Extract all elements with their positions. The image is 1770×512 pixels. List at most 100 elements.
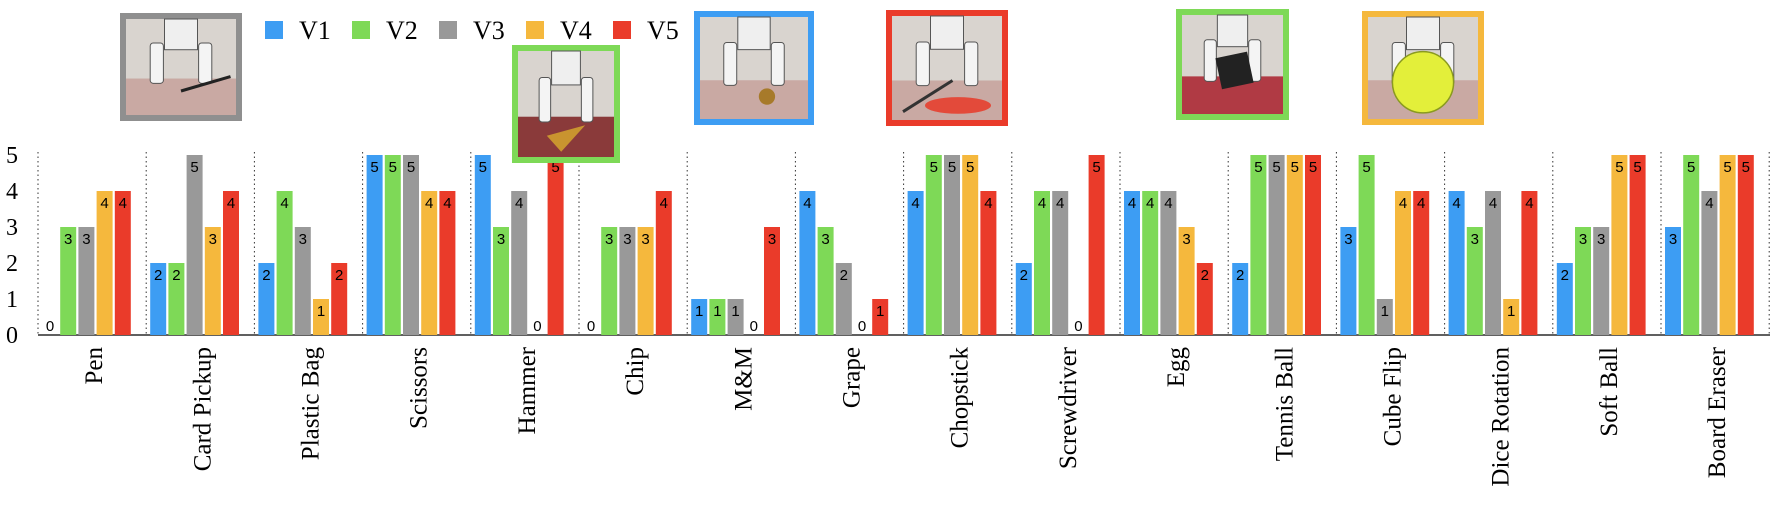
value-label-chip-v4: 3 — [641, 231, 649, 248]
value-label-chip-v1: 0 — [587, 318, 595, 335]
value-label-egg-v3: 4 — [1164, 195, 1172, 212]
value-label-tennis-ball-v1: 2 — [1236, 267, 1244, 284]
value-label-plastic-bag-v4: 1 — [317, 303, 325, 320]
bar-scissors-v1 — [366, 155, 383, 335]
bar-card-pickup-v2 — [168, 263, 185, 335]
category-labels: Pen Card Pickup Plastic Bag Scissors Hammer C… — [81, 346, 1731, 486]
bar-screwdriver-v5 — [1088, 155, 1105, 335]
bar-tennis-ball-v5 — [1305, 155, 1321, 335]
category-label-board-eraser: Board Eraser — [1704, 346, 1731, 478]
bar-cube-flip-v4 — [1395, 191, 1411, 335]
bar-egg-v5 — [1196, 263, 1213, 335]
bar-tennis-ball-v1 — [1232, 263, 1249, 335]
bars — [60, 155, 1754, 335]
value-label-board-eraser-v5: 5 — [1742, 159, 1750, 176]
bar-chip-v2 — [601, 227, 618, 335]
value-label-screwdriver-v4: 0 — [1074, 318, 1082, 335]
photo-insets — [120, 9, 1484, 163]
bar-egg-v2 — [1142, 191, 1159, 335]
value-label-pen-v3: 3 — [82, 231, 90, 248]
value-label-scissors-v2: 5 — [389, 159, 397, 176]
bar-card-pickup-v4 — [204, 227, 221, 335]
y-tick-label: 0 — [6, 323, 18, 349]
legend: V1 V2 V3 V4 V5 — [265, 16, 679, 45]
value-label-chip-v3: 3 — [623, 231, 631, 248]
value-label-card-pickup-v3: 5 — [190, 159, 198, 176]
bar-egg-v1 — [1124, 191, 1140, 335]
value-label-screwdriver-v3: 4 — [1056, 195, 1064, 212]
value-label-plastic-bag-v2: 4 — [280, 195, 288, 212]
legend-label-v4: V4 — [560, 16, 592, 45]
bar-egg-v3 — [1160, 191, 1177, 335]
bar-egg-v4 — [1178, 227, 1195, 335]
category-label-soft-ball: Soft Ball — [1596, 347, 1623, 437]
bar-chopstick-v4 — [962, 155, 979, 335]
bar-plastic-bag-v4 — [313, 299, 329, 335]
bar-chopstick-v5 — [980, 191, 997, 335]
bar-pen-v3 — [78, 227, 95, 335]
value-label-scissors-v5: 4 — [443, 195, 451, 212]
category-label-grape: Grape — [839, 347, 866, 408]
bar-mandm-v2 — [709, 299, 726, 335]
value-label-hammer-v2: 3 — [497, 231, 505, 248]
value-label-chip-v5: 4 — [660, 195, 668, 212]
bar-plastic-bag-v2 — [276, 191, 293, 335]
legend-label-v1: V1 — [299, 16, 331, 45]
value-label-soft-ball-v3: 3 — [1597, 231, 1605, 248]
value-label-hammer-v3: 4 — [515, 195, 523, 212]
bar-plastic-bag-v5 — [331, 263, 348, 335]
value-label-hammer-v4: 0 — [533, 318, 541, 335]
bar-chip-v5 — [655, 191, 672, 335]
bar-pen-v2 — [60, 227, 77, 335]
category-label-pen: Pen — [81, 347, 108, 385]
bar-board-eraser-v5 — [1737, 155, 1754, 335]
value-label-tennis-ball-v2: 5 — [1254, 159, 1262, 176]
y-tick-label: 1 — [6, 287, 18, 313]
value-label-card-pickup-v5: 4 — [227, 195, 235, 212]
value-label-pen-v2: 3 — [64, 231, 72, 248]
value-label-board-eraser-v3: 4 — [1705, 195, 1713, 212]
bar-chopstick-v2 — [925, 155, 942, 335]
value-label-board-eraser-v4: 5 — [1723, 159, 1731, 176]
y-tick-label: 4 — [6, 179, 18, 205]
value-label-screwdriver-v1: 2 — [1020, 267, 1028, 284]
bar-chip-v3 — [619, 227, 636, 335]
category-label-cube-flip: Cube Flip — [1380, 347, 1407, 446]
value-label-card-pickup-v2: 2 — [172, 267, 180, 284]
bar-pen-v4 — [96, 191, 113, 335]
y-tick-label: 3 — [6, 215, 18, 241]
bar-cube-flip-v1 — [1340, 227, 1357, 335]
bar-hammer-v1 — [474, 155, 491, 335]
bar-plastic-bag-v1 — [258, 263, 275, 335]
bar-chip-v4 — [637, 227, 654, 335]
value-label-grape-v3: 2 — [840, 267, 848, 284]
bar-board-eraser-v1 — [1665, 227, 1681, 335]
bar-dice-rotation-v4 — [1503, 299, 1520, 335]
value-label-cube-flip-v5: 4 — [1417, 195, 1425, 212]
value-label-chopstick-v5: 4 — [984, 195, 992, 212]
value-label-board-eraser-v2: 5 — [1687, 159, 1695, 176]
legend-swatch-v4 — [526, 21, 544, 39]
bar-tennis-ball-v2 — [1250, 155, 1267, 335]
legend-label-v2: V2 — [386, 16, 418, 45]
value-label-soft-ball-v4: 5 — [1615, 159, 1623, 176]
category-label-chip: Chip — [622, 347, 649, 396]
bar-hammer-v2 — [493, 227, 509, 335]
bar-grape-v1 — [799, 191, 816, 335]
value-label-hammer-v5: 5 — [551, 159, 559, 176]
value-label-grape-v1: 4 — [803, 195, 811, 212]
value-label-egg-v1: 4 — [1128, 195, 1136, 212]
value-label-cube-flip-v3: 1 — [1381, 303, 1389, 320]
y-tick-label: 2 — [6, 251, 18, 277]
value-label-mandm-v4: 0 — [750, 318, 758, 335]
photo-cube-flip — [1176, 9, 1289, 120]
value-label-cube-flip-v4: 4 — [1399, 195, 1407, 212]
value-label-scissors-v4: 4 — [425, 195, 433, 212]
value-label-plastic-bag-v5: 2 — [335, 267, 343, 284]
value-label-tennis-ball-v5: 5 — [1309, 159, 1317, 176]
bar-plastic-bag-v3 — [294, 227, 311, 335]
value-label-grape-v4: 0 — [858, 318, 866, 335]
